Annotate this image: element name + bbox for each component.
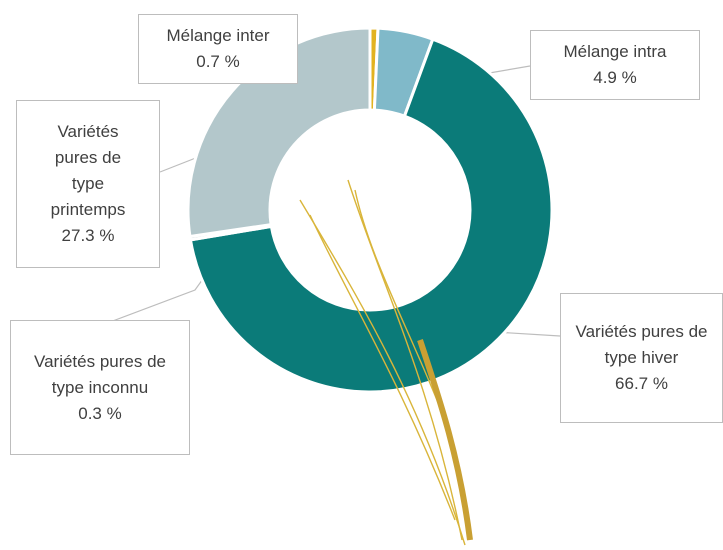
- category-label: Variétés pures de type printemps: [50, 122, 126, 219]
- data-label: Mélange inter 0.7 %: [138, 14, 298, 84]
- value-label: 4.9 %: [593, 68, 637, 87]
- data-label: Variétés pures de type hiver 66.7 %: [560, 293, 723, 423]
- category-label: Mélange inter: [166, 26, 270, 45]
- data-label: Variétés pures de type printemps 27.3 %: [16, 100, 160, 268]
- category-label: Variétés pures de type inconnu: [34, 351, 166, 397]
- value-label: 27.3 %: [61, 226, 115, 245]
- data-label: Mélange intra 4.9 %: [530, 30, 700, 100]
- wheat-decoration: [299, 179, 473, 546]
- data-label: Variétés pures de type inconnu 0.3 %: [10, 320, 190, 455]
- category-label: Mélange intra: [563, 42, 667, 61]
- category-label: Variétés pures de type hiver: [575, 322, 708, 367]
- donut-segment: [188, 37, 554, 394]
- value-label: 0.7 %: [196, 52, 240, 71]
- value-label: 0.3 %: [78, 403, 122, 423]
- donut-segment: [186, 26, 372, 239]
- value-label: 66.7 %: [615, 374, 668, 393]
- donut: [186, 26, 554, 394]
